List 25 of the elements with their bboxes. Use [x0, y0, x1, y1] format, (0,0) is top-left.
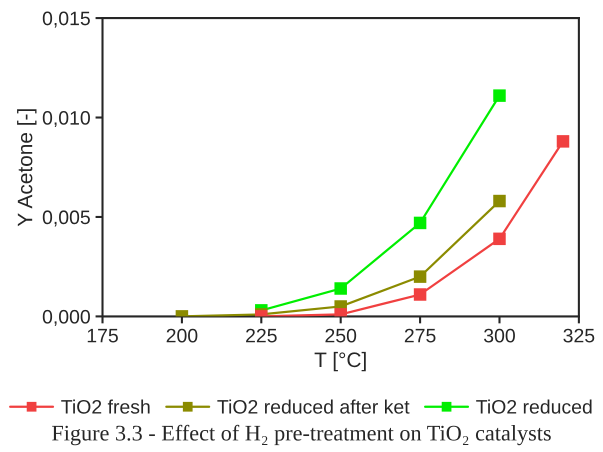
y-axis-title: Y Acetone [-]: [17, 109, 36, 226]
y-tick-label: 0,015: [42, 12, 90, 28]
y-tick-label: 0,010: [42, 110, 90, 128]
x-tick-label: 250: [325, 328, 356, 342]
y-tick-label: 0,005: [42, 210, 90, 226]
x-tick-label: 225: [246, 328, 277, 342]
point: [414, 216, 426, 230]
point: [414, 270, 426, 283]
x-tick-label: 200: [166, 328, 198, 342]
x-tick-label: 175: [88, 328, 118, 342]
caption: Figure 3.3 - Effect of H₂ pre-treatment on TiO₂ catalysts: [52, 424, 551, 446]
point: [414, 288, 426, 301]
legend-label: TiO2 reduced: [476, 399, 592, 414]
x-tick-label: 300: [484, 328, 515, 342]
point: [556, 135, 570, 148]
legend-label: TiO2 fresh: [61, 399, 150, 414]
legend-label: TiO2 reduced after ket: [217, 399, 410, 414]
x-tick-label: 325: [563, 328, 594, 342]
point: [493, 232, 506, 246]
point: [493, 89, 506, 102]
y-tick-label: 0,000: [42, 310, 90, 326]
x-axis-title: T [°C]: [314, 352, 366, 372]
point: [493, 194, 506, 208]
point: [334, 282, 347, 295]
x-tick-label: 275: [404, 328, 436, 342]
